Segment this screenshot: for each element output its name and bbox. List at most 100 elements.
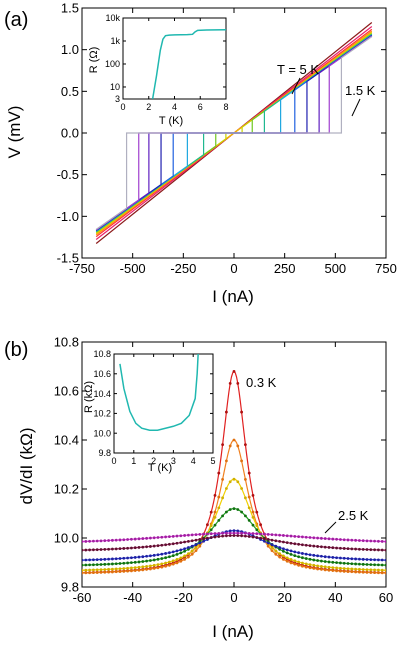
data-point [149, 536, 152, 540]
data-point [152, 567, 156, 570]
data-point [251, 493, 255, 497]
data-point [316, 554, 319, 558]
data-point [164, 543, 168, 547]
data-point [236, 534, 240, 538]
data-point [293, 562, 297, 566]
data-point [122, 569, 126, 573]
data-point [126, 556, 129, 560]
data-point [327, 565, 331, 569]
data-point [263, 537, 266, 541]
data-point [209, 528, 213, 532]
data-point [255, 536, 259, 539]
data-point [133, 560, 137, 564]
data-point [358, 557, 361, 561]
data-point [149, 559, 152, 562]
data-point [339, 538, 342, 541]
data-point [380, 558, 384, 562]
y-tick-label: 1.0 [61, 42, 79, 57]
panel-b-xlabel: I (nA) [212, 622, 254, 641]
data-point [255, 510, 259, 514]
data-point [114, 562, 118, 566]
data-point [198, 541, 202, 545]
data-point [149, 545, 152, 548]
annotation-2-5k: 2.5 K [338, 508, 369, 523]
data-point [99, 563, 103, 566]
data-point [251, 532, 255, 535]
data-point [377, 568, 380, 572]
y-tick-label: -1.0 [57, 209, 79, 224]
data-point [335, 556, 338, 560]
data-point [82, 548, 84, 552]
data-point [342, 556, 346, 560]
data-point [369, 539, 373, 543]
data-point [301, 561, 304, 565]
data-point [282, 547, 285, 551]
data-point [232, 370, 236, 373]
x-tick-label: -60 [73, 590, 92, 605]
data-point [190, 533, 194, 537]
data-point [160, 535, 164, 539]
data-point [198, 532, 202, 536]
data-point [84, 563, 88, 567]
data-point [175, 561, 179, 565]
data-point [358, 547, 361, 551]
data-point [285, 548, 289, 552]
data-point [103, 570, 107, 574]
data-point [361, 539, 365, 543]
data-point [126, 538, 129, 541]
data-point [118, 562, 122, 565]
data-point [130, 569, 133, 573]
data-point [282, 540, 285, 544]
data-point [190, 549, 194, 553]
data-point [152, 558, 156, 562]
data-point [137, 537, 141, 541]
data-point [327, 560, 331, 564]
data-point [164, 552, 168, 555]
data-point [308, 566, 312, 570]
x-tick-label: 1 [131, 456, 136, 466]
data-point [342, 561, 346, 565]
data-point [145, 559, 149, 563]
data-point [111, 538, 114, 542]
data-point [84, 558, 88, 562]
data-point [304, 552, 308, 556]
x-tick-label: 8 [223, 102, 228, 112]
data-point [335, 566, 338, 570]
data-point [308, 536, 312, 539]
plot-frame [113, 353, 214, 454]
data-point [118, 567, 122, 571]
data-point [111, 547, 114, 551]
data-point [316, 559, 319, 562]
data-point [95, 571, 99, 574]
data-point [251, 515, 255, 519]
data-point [339, 556, 342, 560]
data-point [107, 539, 110, 542]
data-point [209, 510, 213, 514]
data-point [278, 555, 281, 559]
data-point [209, 524, 213, 528]
data-point [384, 571, 386, 575]
data-point [82, 540, 84, 543]
data-point [164, 564, 168, 568]
data-point [240, 510, 244, 514]
data-point [320, 564, 323, 568]
data-point [247, 518, 251, 522]
data-point [88, 571, 91, 575]
data-point [84, 568, 88, 572]
x-tick-label: 60 [379, 590, 393, 605]
data-point [312, 563, 316, 567]
data-point [232, 534, 236, 537]
data-point [179, 534, 183, 538]
data-point [259, 532, 262, 536]
dvdi-points-2 [82, 477, 386, 572]
data-point [301, 543, 304, 547]
data-point [221, 496, 225, 500]
data-point [228, 529, 232, 533]
data-point [301, 564, 304, 568]
data-point [323, 545, 327, 549]
data-point [202, 539, 206, 543]
data-point [175, 549, 179, 553]
data-point [213, 535, 217, 539]
data-point [316, 536, 319, 540]
data-point [103, 547, 107, 551]
